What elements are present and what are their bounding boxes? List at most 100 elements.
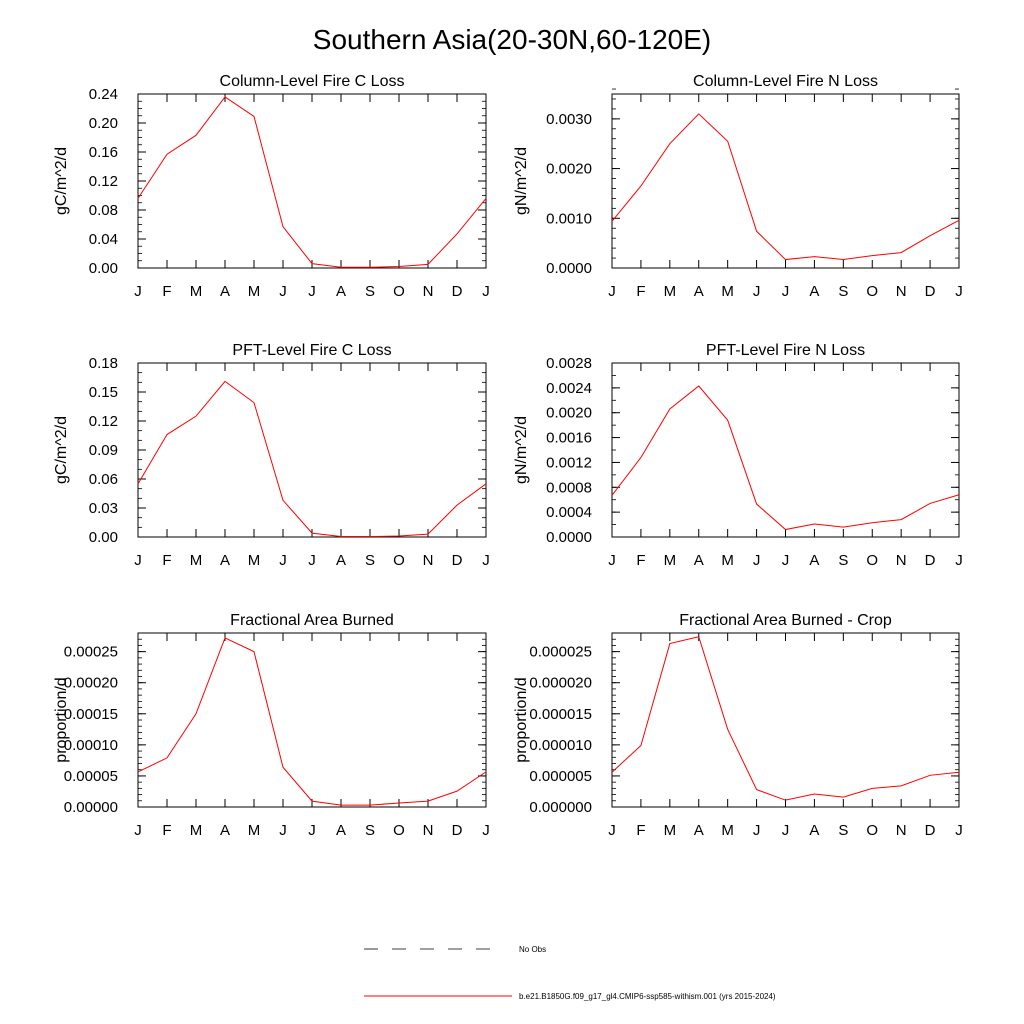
y-tick-label: 0.0024 <box>546 380 592 397</box>
x-tick-label: D <box>925 552 936 569</box>
y-tick-label: 0.24 <box>89 86 118 103</box>
x-tick-label: J <box>279 283 287 300</box>
x-tick-label: N <box>896 822 907 839</box>
y-tick-label: 0.0008 <box>546 479 592 496</box>
x-tick-label: F <box>636 552 645 569</box>
y-tick-label: 0.000005 <box>529 768 592 785</box>
x-tick-label: N <box>423 283 434 300</box>
y-tick-label: 0.0000 <box>546 529 592 546</box>
y-tick-label: 0.000020 <box>529 675 592 692</box>
x-tick-label: F <box>162 283 171 300</box>
y-tick-label: 0.00 <box>89 529 118 546</box>
x-tick-label: D <box>452 552 463 569</box>
y-tick-label: 0.00020 <box>64 675 118 692</box>
x-tick-label: O <box>393 283 405 300</box>
x-tick-label: N <box>896 552 907 569</box>
y-tick-label: 0.0016 <box>546 430 592 447</box>
x-tick-label: S <box>365 822 375 839</box>
legend-entry-no-obs: No Obs <box>364 945 546 954</box>
x-tick-label: J <box>753 822 761 839</box>
series-line-1 <box>611 113 960 261</box>
x-tick-label: J <box>955 822 963 839</box>
x-tick-label: A <box>220 283 230 300</box>
x-tick-label: J <box>482 552 490 569</box>
series-line-1 <box>611 385 960 531</box>
y-tick-label: 0.000015 <box>529 706 592 723</box>
x-tick-label: N <box>423 552 434 569</box>
y-tick-label: 0.03 <box>89 500 118 517</box>
legend-label-model: b.e21.B1850G.f09_g17_gl4.CMIP6-ssp585-wi… <box>519 992 776 1001</box>
y-tick-label: 0.0004 <box>546 504 592 521</box>
x-tick-label: M <box>190 552 203 569</box>
x-tick-label: M <box>664 552 677 569</box>
x-tick-label: J <box>308 552 316 569</box>
panel-title: Fractional Area Burned - Crop <box>679 612 892 629</box>
y-tick-label: 0.0020 <box>546 161 592 178</box>
x-tick-label: O <box>393 552 405 569</box>
y-axis-label: gN/m^2/d <box>513 147 530 215</box>
series-line-1 <box>137 380 487 538</box>
x-tick-label: F <box>636 283 645 300</box>
series-line-1 <box>137 637 487 806</box>
x-tick-label: M <box>721 822 734 839</box>
x-tick-label: J <box>608 552 616 569</box>
legend-entry-model: b.e21.B1850G.f09_g17_gl4.CMIP6-ssp585-wi… <box>364 992 776 1001</box>
y-tick-label: 0.12 <box>89 173 118 190</box>
x-tick-label: M <box>664 822 677 839</box>
x-tick-label: A <box>694 283 704 300</box>
x-tick-label: J <box>753 283 761 300</box>
legend: No Obs b.e21.B1850G.f09_g17_gl4.CMIP6-ss… <box>364 945 776 1001</box>
x-tick-label: M <box>248 283 261 300</box>
x-tick-label: J <box>782 822 790 839</box>
x-tick-label: D <box>452 283 463 300</box>
y-tick-label: 0.000000 <box>529 799 592 816</box>
x-tick-label: A <box>694 552 704 569</box>
y-tick-label: 0.20 <box>89 115 118 132</box>
y-axis-label: proportion/d <box>513 677 530 762</box>
y-tick-label: 0.00015 <box>64 706 118 723</box>
figure-title: Southern Asia(20-30N,60-120E) <box>313 24 711 55</box>
y-tick-label: 0.0000 <box>546 260 592 277</box>
x-tick-label: M <box>248 822 261 839</box>
x-tick-label: D <box>452 822 463 839</box>
x-tick-label: M <box>190 283 203 300</box>
x-tick-label: F <box>162 552 171 569</box>
x-tick-label: J <box>955 552 963 569</box>
legend-label-no-obs: No Obs <box>519 945 546 954</box>
x-tick-label: J <box>279 552 287 569</box>
y-tick-label: 0.16 <box>89 144 118 161</box>
y-tick-label: 0.000010 <box>529 737 592 754</box>
x-tick-label: J <box>134 822 142 839</box>
y-tick-label: 0.0012 <box>546 454 592 471</box>
x-tick-label: J <box>955 283 963 300</box>
x-tick-label: J <box>608 822 616 839</box>
x-tick-label: O <box>866 822 878 839</box>
x-tick-label: J <box>782 283 790 300</box>
x-tick-label: A <box>809 283 819 300</box>
x-tick-label: A <box>220 822 230 839</box>
x-tick-label: A <box>336 283 346 300</box>
x-tick-label: N <box>423 822 434 839</box>
y-tick-label: 0.0030 <box>546 111 592 128</box>
y-tick-label: 0.18 <box>89 355 118 372</box>
x-tick-label: A <box>336 822 346 839</box>
x-tick-label: J <box>753 552 761 569</box>
x-tick-label: A <box>809 552 819 569</box>
y-tick-label: 0.00 <box>89 260 118 277</box>
panel-title: PFT-Level Fire N Loss <box>706 342 865 359</box>
y-tick-label: 0.08 <box>89 202 118 219</box>
y-tick-label: 0.0028 <box>546 355 592 372</box>
y-tick-label: 0.15 <box>89 384 118 401</box>
x-tick-label: F <box>636 822 645 839</box>
x-tick-label: D <box>925 283 936 300</box>
y-tick-label: 0.04 <box>89 231 118 248</box>
x-tick-label: A <box>220 552 230 569</box>
x-tick-label: M <box>664 283 677 300</box>
